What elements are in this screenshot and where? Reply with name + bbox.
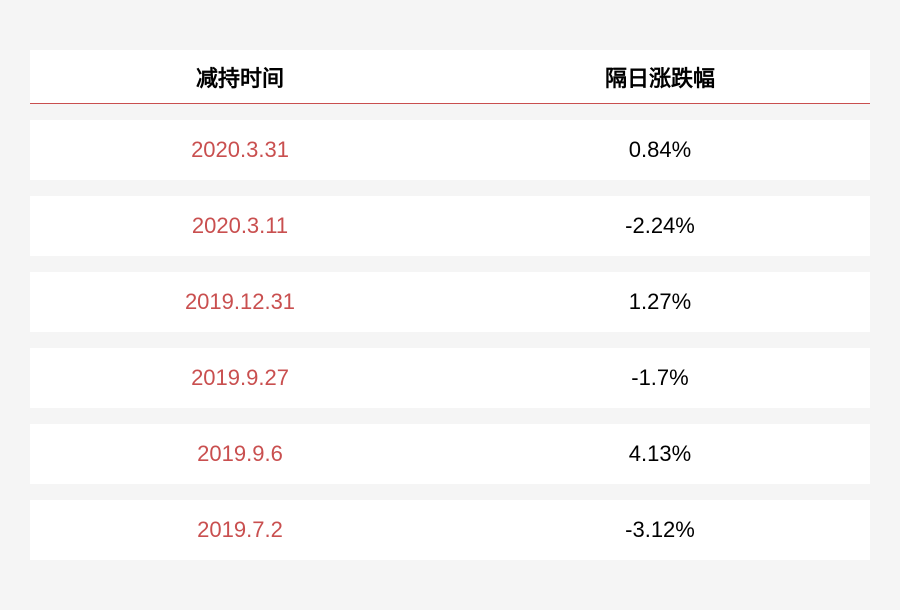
date-cell: 2019.12.31 xyxy=(30,289,450,315)
date-cell: 2019.9.6 xyxy=(30,441,450,467)
change-cell: -1.7% xyxy=(450,365,870,391)
date-cell: 2019.7.2 xyxy=(30,517,450,543)
table-row: 2019.9.27 -1.7% xyxy=(30,348,870,408)
change-cell: 4.13% xyxy=(450,441,870,467)
date-cell: 2020.3.11 xyxy=(30,213,450,239)
change-cell: -2.24% xyxy=(450,213,870,239)
table-header-row: 减持时间 隔日涨跌幅 xyxy=(30,50,870,104)
date-cell: 2019.9.27 xyxy=(30,365,450,391)
column-header-change: 隔日涨跌幅 xyxy=(450,61,870,93)
table-row: 2019.7.2 -3.12% xyxy=(30,500,870,560)
date-cell: 2020.3.31 xyxy=(30,137,450,163)
table-row: 2019.9.6 4.13% xyxy=(30,424,870,484)
table-row: 2019.12.31 1.27% xyxy=(30,272,870,332)
data-table: 减持时间 隔日涨跌幅 2020.3.31 0.84% 2020.3.11 -2.… xyxy=(30,50,870,576)
column-header-date: 减持时间 xyxy=(30,61,450,93)
table-row: 2020.3.11 -2.24% xyxy=(30,196,870,256)
change-cell: 1.27% xyxy=(450,289,870,315)
table-row: 2020.3.31 0.84% xyxy=(30,120,870,180)
change-cell: -3.12% xyxy=(450,517,870,543)
change-cell: 0.84% xyxy=(450,137,870,163)
